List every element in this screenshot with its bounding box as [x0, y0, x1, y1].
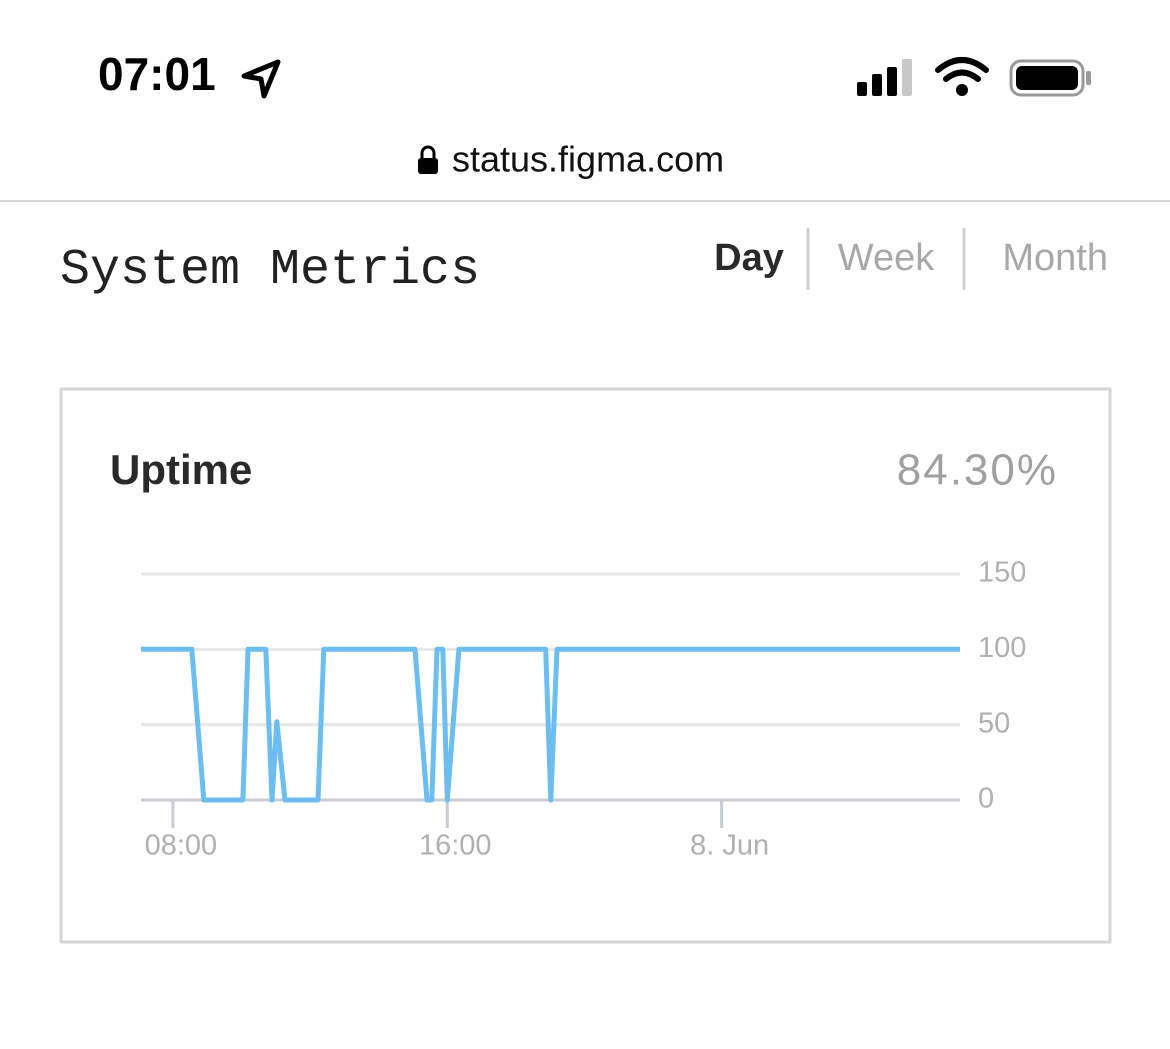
battery-icon — [1009, 59, 1091, 97]
x-tick-label: 08:00 — [145, 830, 218, 862]
lock-icon — [418, 145, 438, 174]
card — [59, 387, 1112, 944]
chart: 0 50 100 150 08:00 16:00 8. Jun — [141, 557, 1026, 862]
signal-icon — [857, 59, 912, 96]
tab[interactable]: Week — [838, 237, 935, 279]
location-icon — [241, 59, 281, 99]
uptime-line — [141, 646, 960, 803]
y-tick-label: 100 — [978, 632, 1026, 664]
x-tick-label: 8. Jun — [690, 830, 769, 862]
wifi-icon — [935, 57, 989, 96]
y-tick-label: 50 — [978, 707, 1010, 739]
uptime-value: 84.30% — [897, 446, 1058, 495]
tab[interactable]: Day — [714, 237, 784, 279]
y-tick-label: 150 — [978, 557, 1026, 589]
tab[interactable]: Month — [1002, 237, 1108, 279]
card-title: Uptime — [110, 446, 252, 493]
clock: 07:01 — [98, 48, 216, 100]
x-tick-label: 16:00 — [419, 830, 492, 862]
page-title: System Metrics — [60, 242, 480, 299]
y-tick-label: 0 — [978, 783, 994, 815]
url[interactable]: status.figma.com — [452, 139, 724, 180]
